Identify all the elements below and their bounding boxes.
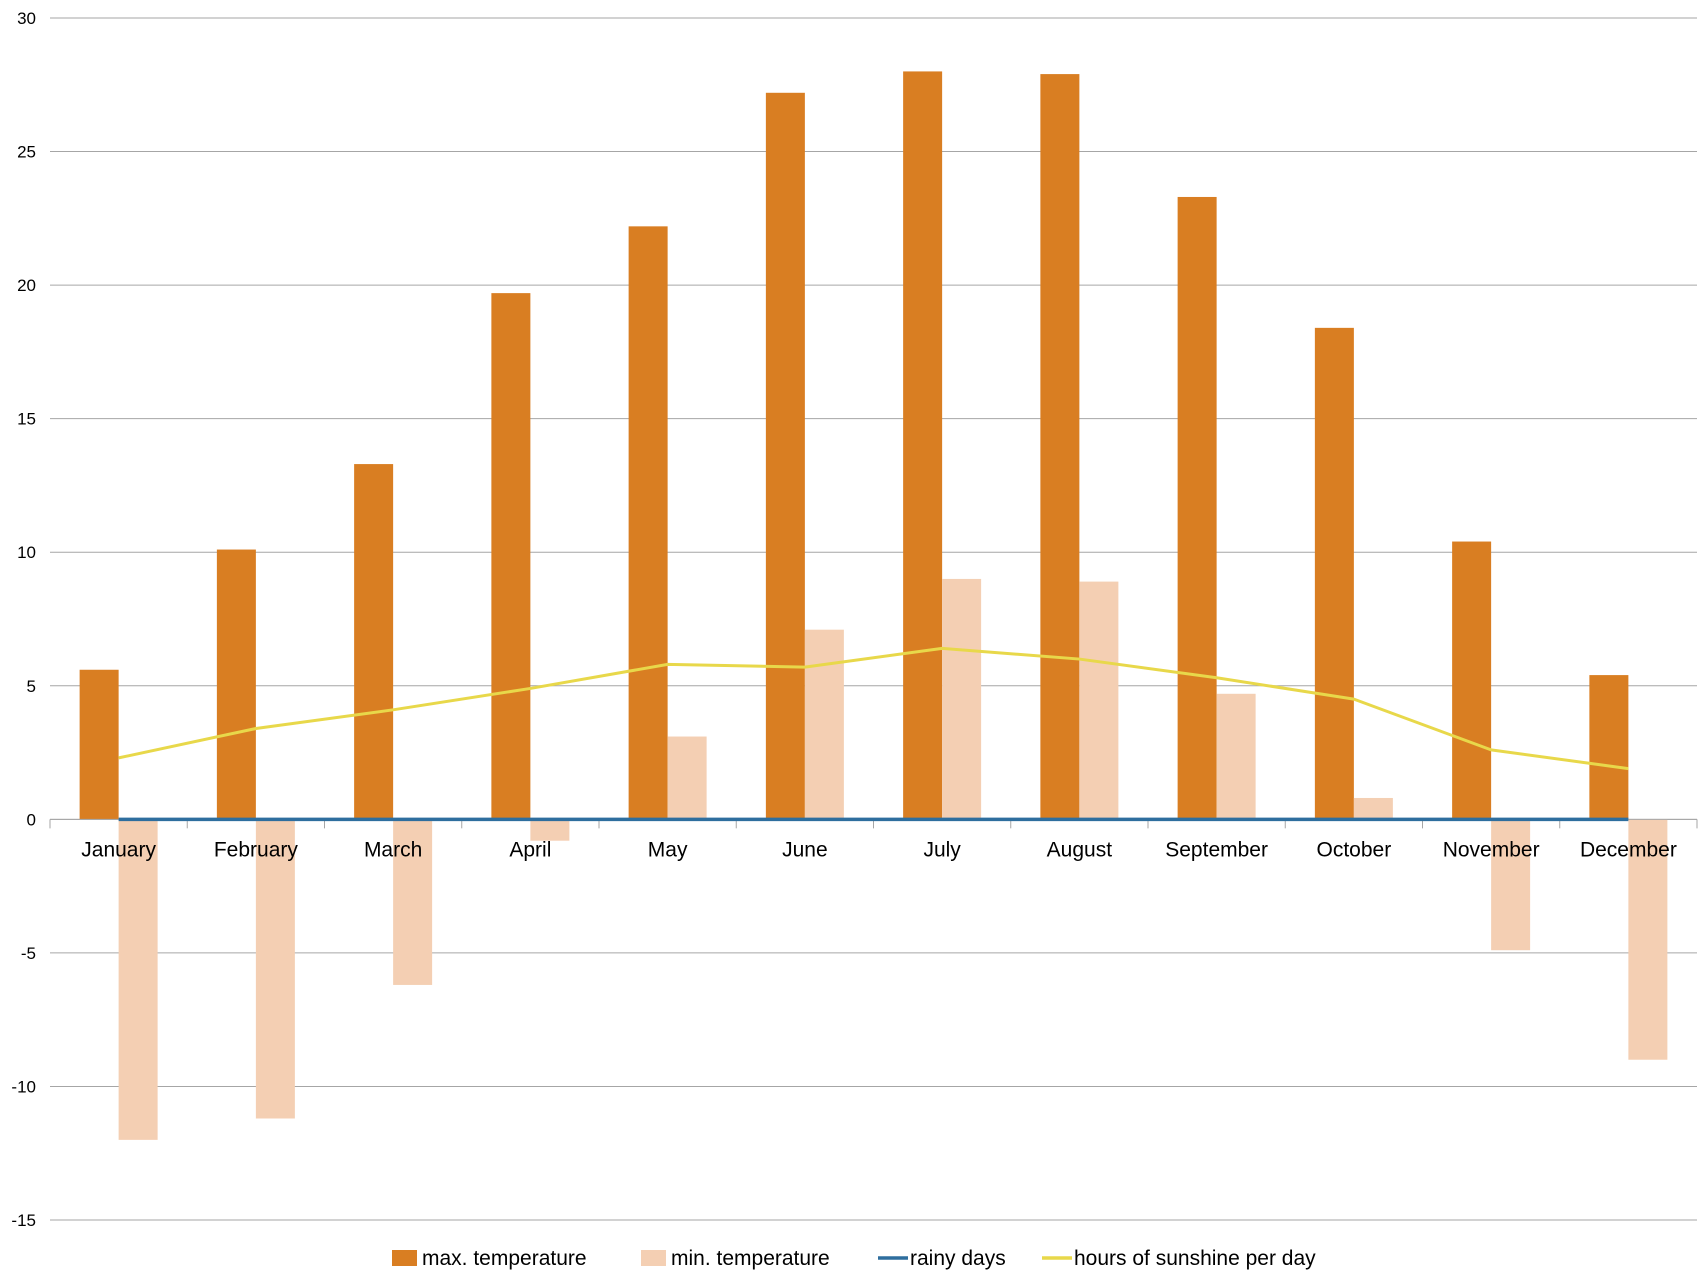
line-sunshine-hours bbox=[118, 646, 1629, 771]
x-tick-label: April bbox=[509, 838, 551, 861]
x-tick-label: December bbox=[1580, 838, 1677, 861]
bar-max-temperature bbox=[1589, 675, 1629, 820]
legend-label: max. temperature bbox=[422, 1247, 587, 1270]
bar-min-temperature bbox=[1079, 581, 1119, 820]
bar-min-temperature bbox=[1628, 819, 1668, 1060]
y-tick-label: -5 bbox=[21, 944, 36, 963]
legend-label: rainy days bbox=[910, 1247, 1006, 1270]
y-tick-label: 15 bbox=[17, 410, 36, 429]
y-tick-label: 5 bbox=[27, 677, 36, 696]
bar-min-temperature bbox=[1353, 797, 1393, 820]
y-tick-label: 30 bbox=[17, 9, 36, 28]
bar-min-temperature bbox=[255, 819, 295, 1119]
y-tick-label: -15 bbox=[11, 1211, 36, 1230]
x-tick-label: March bbox=[364, 838, 422, 861]
x-tick-label: October bbox=[1317, 838, 1392, 861]
y-tick-label: 25 bbox=[17, 143, 36, 162]
bar-min-temperature bbox=[1216, 693, 1256, 820]
bar-min-temperature bbox=[118, 819, 158, 1140]
x-tick-label: August bbox=[1047, 838, 1113, 861]
bar-min-temperature bbox=[942, 578, 982, 820]
bar-min-temperature bbox=[530, 819, 570, 841]
bar-min-temperature bbox=[804, 629, 844, 820]
x-tick-label: July bbox=[923, 838, 961, 861]
y-tick-label: 20 bbox=[17, 276, 36, 295]
bar-min-temperature bbox=[393, 819, 433, 985]
bar-max-temperature bbox=[491, 293, 531, 820]
bar-max-temperature bbox=[1177, 196, 1217, 820]
y-tick-label: 0 bbox=[27, 810, 36, 829]
bar-max-temperature bbox=[903, 71, 943, 820]
bar-max-temperature bbox=[1314, 327, 1354, 820]
legend-label: hours of sunshine per day bbox=[1074, 1247, 1316, 1270]
bar-max-temperature bbox=[216, 549, 256, 820]
legend-swatch bbox=[392, 1250, 417, 1266]
x-tick-label: September bbox=[1165, 838, 1268, 861]
x-tick-label: November bbox=[1443, 838, 1540, 861]
bar-max-temperature bbox=[1452, 541, 1492, 820]
bar-min-temperature bbox=[1491, 819, 1531, 951]
x-tick-label: May bbox=[648, 838, 688, 861]
bar-max-temperature bbox=[354, 464, 394, 820]
bar-max-temperature bbox=[79, 669, 119, 820]
x-tick-label: June bbox=[782, 838, 828, 861]
bar-max-temperature bbox=[628, 226, 668, 820]
legend-swatch bbox=[641, 1250, 666, 1266]
x-tick-label: February bbox=[214, 838, 299, 861]
y-tick-label: -10 bbox=[11, 1077, 36, 1096]
y-tick-label: 10 bbox=[17, 543, 36, 562]
bar-max-temperature bbox=[765, 92, 805, 820]
x-tick-label: January bbox=[81, 838, 156, 861]
legend-label: min. temperature bbox=[671, 1247, 830, 1270]
bar-max-temperature bbox=[1040, 74, 1080, 820]
bar-min-temperature bbox=[667, 736, 707, 820]
